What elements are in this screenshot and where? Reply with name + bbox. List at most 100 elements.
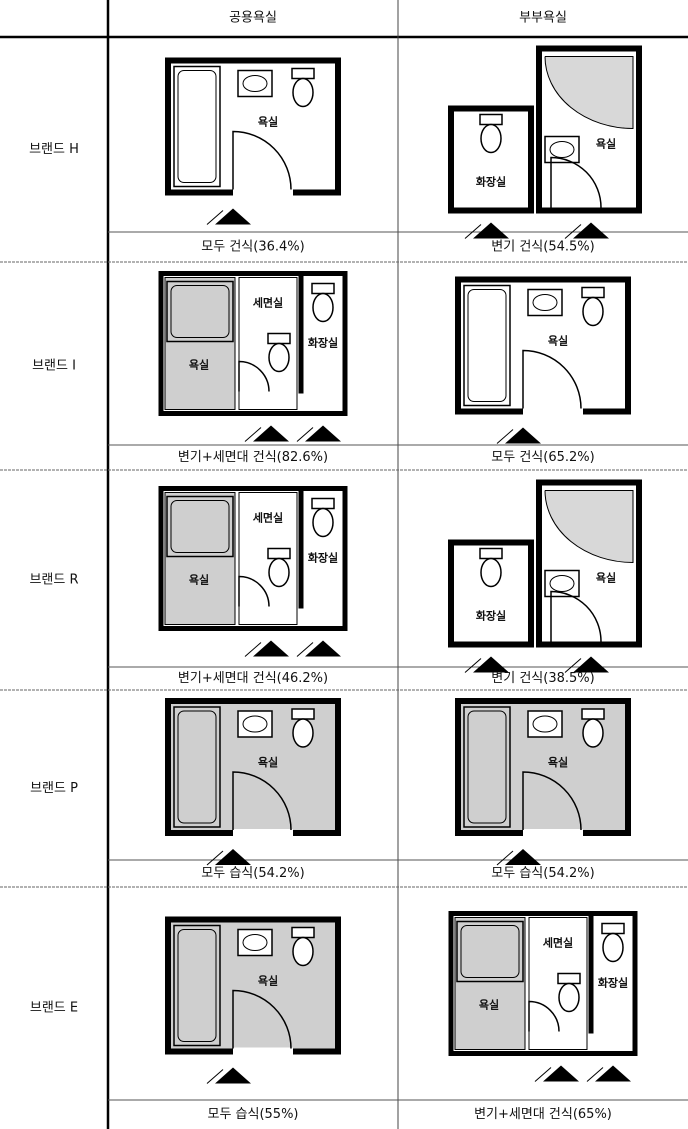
- toilet-tank: [581, 708, 605, 720]
- door-swing: [550, 590, 602, 642]
- bathtub: [166, 495, 234, 558]
- plan-label: 욕실: [258, 755, 278, 769]
- entry-arrow: [215, 849, 251, 865]
- door-gap: [523, 407, 583, 416]
- entry-arrow: [305, 425, 341, 442]
- toilet-bowl: [582, 718, 604, 748]
- caption: 변기+세면대 건식(82.6%): [178, 450, 328, 465]
- toilet-bowl: [292, 936, 314, 967]
- caption: 변기 건식(54.5%): [491, 240, 594, 255]
- floor-plan: 욕실: [165, 916, 341, 1084]
- plan-label: 욕실: [258, 115, 278, 129]
- entry-arrow: [573, 656, 609, 673]
- entry-arrow-outline: [464, 224, 482, 239]
- floor-plan: 화장실 욕실: [448, 479, 642, 673]
- sink: [237, 928, 273, 957]
- door-gap: [233, 1047, 293, 1056]
- floor-plan: 욕실: [165, 57, 341, 225]
- plan-label: 욕실: [596, 571, 616, 585]
- toilet-tank: [267, 547, 291, 560]
- sink-bowl: [242, 75, 268, 92]
- entry-arrow-outline: [244, 427, 262, 442]
- floor-plan: 화장실 욕실: [448, 45, 642, 239]
- plan-label: 화장실: [308, 336, 338, 350]
- toilet-bowl: [312, 507, 334, 538]
- bathtub: [463, 706, 511, 828]
- door-gap: [233, 188, 293, 197]
- entry-arrow: [215, 208, 251, 225]
- toilet-tank: [311, 282, 335, 295]
- caption: 모두 건식(65.2%): [491, 450, 594, 465]
- toilet-tank: [291, 708, 315, 720]
- toilet-tank: [479, 113, 503, 126]
- sink: [527, 288, 563, 317]
- bathtub-inner: [177, 929, 217, 1042]
- entry-arrow: [505, 427, 541, 444]
- entry-arrow: [505, 849, 541, 865]
- floor-plan: 욕실: [455, 698, 631, 866]
- sink: [237, 69, 273, 98]
- plan-label: 화장실: [308, 551, 338, 565]
- toilet-tank: [267, 332, 291, 345]
- toilet-tank: [479, 547, 503, 560]
- toilet-bowl: [480, 123, 502, 154]
- entry-arrow-outline: [564, 224, 582, 239]
- column-header: 부부욕실: [519, 11, 567, 26]
- shower-screen: [544, 490, 634, 564]
- caption: 변기+세면대 건식(46.2%): [178, 671, 328, 686]
- door-swing: [238, 575, 270, 607]
- brand-name: 브랜드 I: [32, 359, 76, 374]
- plan-label: 욕실: [258, 974, 278, 988]
- door-gap: [523, 829, 583, 837]
- toilet-tank: [311, 497, 335, 510]
- bathtub: [463, 284, 511, 407]
- caption: 모두 습식(54.2%): [491, 866, 594, 881]
- entry-arrow: [473, 656, 509, 673]
- sink-bowl: [242, 934, 268, 951]
- plan-label: 화장실: [476, 609, 506, 623]
- brand-name: 브랜드 H: [29, 142, 79, 157]
- entry-arrow-outline: [496, 429, 514, 444]
- toilet-bowl: [558, 982, 580, 1013]
- plan-label: 화장실: [476, 175, 506, 189]
- sink-bowl: [549, 141, 575, 158]
- toilet-bowl: [582, 296, 604, 327]
- entry-arrow-outline: [534, 1067, 552, 1082]
- caption: 변기 건식(38.5%): [491, 671, 594, 686]
- entry-arrow: [595, 1065, 631, 1082]
- door-swing: [522, 349, 582, 409]
- toilet-bowl: [268, 557, 290, 588]
- plan-label: 세면실: [543, 936, 573, 950]
- door-swing: [522, 771, 582, 831]
- toilet-bowl: [312, 292, 334, 323]
- entry-arrow-outline: [206, 1069, 224, 1084]
- toilet-tank: [557, 972, 581, 985]
- entry-arrow: [253, 640, 289, 657]
- sink-bowl: [549, 575, 575, 592]
- bathtub-inner: [467, 710, 507, 824]
- sink: [237, 710, 273, 738]
- door-gap: [233, 829, 293, 837]
- toilet-bowl: [480, 557, 502, 588]
- plan-label: 욕실: [189, 573, 209, 587]
- caption: 변기+세면대 건식(65%): [474, 1107, 612, 1122]
- entry-arrow-outline: [586, 1067, 604, 1082]
- entry-arrow-outline: [244, 642, 262, 657]
- plan-label: 화장실: [598, 976, 628, 990]
- sink-bowl: [532, 715, 558, 733]
- plan-label: 욕실: [548, 334, 568, 348]
- sink-bowl: [532, 294, 558, 311]
- entry-arrow-outline: [296, 427, 314, 442]
- door-swing: [232, 130, 292, 190]
- entry-arrow: [305, 640, 341, 657]
- caption: 모두 습식(55%): [207, 1107, 298, 1122]
- brand-name: 브랜드 E: [30, 1001, 78, 1016]
- entry-arrow-outline: [206, 210, 224, 225]
- entry-arrow: [473, 222, 509, 239]
- toilet-bowl: [292, 77, 314, 108]
- toilet-tank: [581, 286, 605, 299]
- plan-label: 욕실: [189, 358, 209, 372]
